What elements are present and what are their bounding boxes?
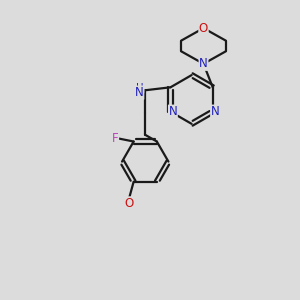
Text: H: H	[136, 83, 144, 93]
Text: N: N	[199, 57, 208, 70]
Text: O: O	[124, 197, 134, 210]
Text: F: F	[112, 132, 119, 145]
Text: O: O	[199, 22, 208, 34]
Text: N: N	[135, 86, 144, 99]
Text: N: N	[211, 105, 220, 118]
Text: N: N	[169, 105, 177, 118]
